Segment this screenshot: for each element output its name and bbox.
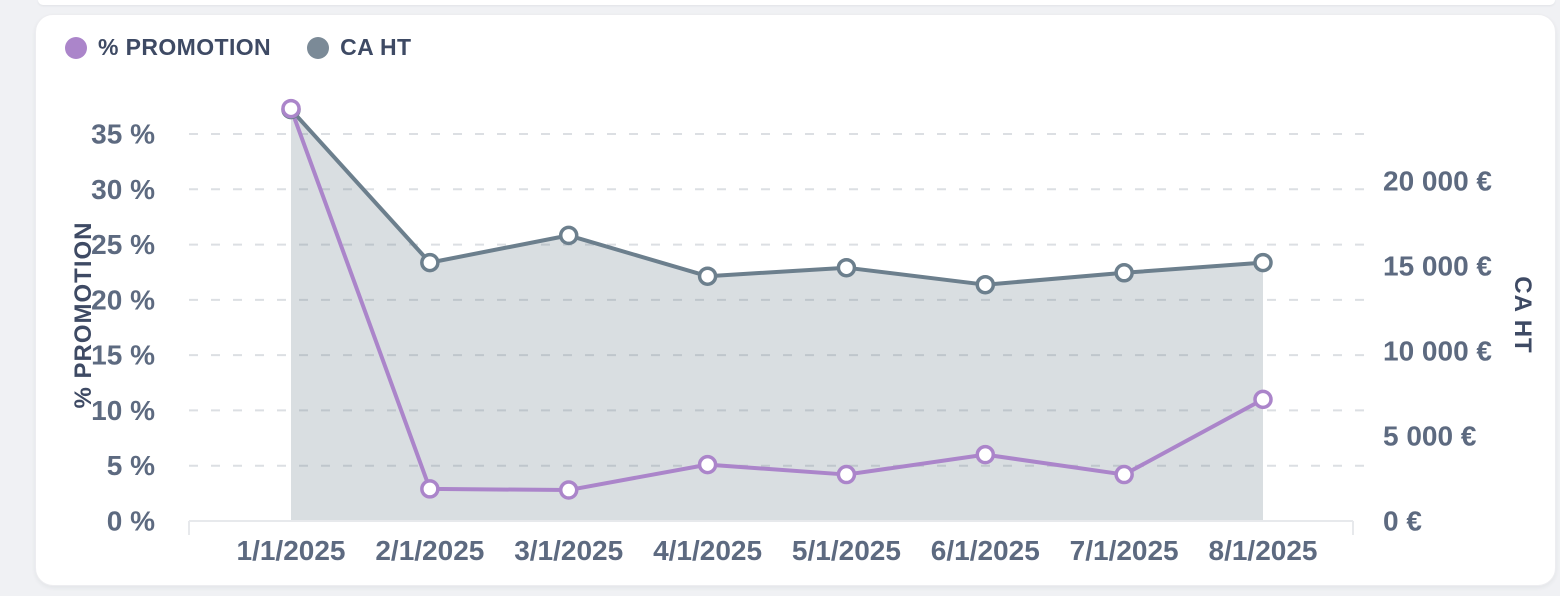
left-axis-title: % PROMOTION	[70, 221, 97, 408]
x-axis-label: 5/1/2025	[792, 535, 901, 566]
legend-label-ca-ht: CA HT	[340, 34, 412, 60]
left-axis-tick-label: 10 %	[91, 395, 155, 426]
data-point-ca-ht-2/1/2025[interactable]	[420, 252, 440, 273]
data-point-ca-ht-5/1/2025[interactable]	[836, 257, 857, 278]
x-axis-label: 7/1/2025	[1070, 535, 1179, 566]
chart-card: % PROMOTION CA HT 0 % 5 % 10 % 15 % 20 % 25 %…	[35, 14, 1556, 586]
data-point-ca-ht-6/1/2025[interactable]	[975, 274, 996, 295]
x-axis-label: 4/1/2025	[653, 535, 762, 566]
x-axis-label: 1/1/2025	[237, 535, 346, 566]
legend-label-promotion: % PROMOTION	[98, 34, 272, 60]
legend-item-ca-ht[interactable]: CA HT	[307, 34, 411, 61]
data-point--promotion-6/1/2025[interactable]	[975, 444, 996, 465]
x-axis-label: 6/1/2025	[931, 535, 1040, 566]
data-point-ca-ht-7/1/2025[interactable]	[1114, 263, 1134, 283]
dual-axis-line-chart: 0 % 5 % 10 % 15 % 20 % 25 % 30 % 35 % 0 € 5 000 €…	[70, 98, 1536, 566]
left-axis-tick-label: 30 %	[91, 174, 155, 205]
data-point-ca-ht-3/1/2025[interactable]	[558, 225, 579, 246]
right-axis-tick-label: 10 000 €	[1383, 336, 1492, 367]
legend-dot-promotion-icon	[65, 36, 87, 59]
data-point--promotion-3/1/2025[interactable]	[558, 480, 579, 500]
area-fill	[291, 109, 1263, 521]
series-line--promotion	[289, 106, 1265, 493]
left-axis-tick-label: 25 %	[91, 229, 155, 260]
x-axis-label: 3/1/2025	[514, 535, 623, 566]
left-axis-tick-label: 5 %	[107, 450, 155, 481]
data-point-ca-ht-4/1/2025[interactable]	[697, 266, 718, 286]
right-axis-tick-label: 15 000 €	[1383, 251, 1492, 282]
right-axis-tick-label: 20 000 €	[1383, 166, 1492, 197]
x-axis-label: 2/1/2025	[375, 535, 484, 566]
data-point--promotion-7/1/2025[interactable]	[1114, 464, 1134, 485]
left-axis-tick-label: 0 %	[107, 506, 155, 537]
data-point--promotion-4/1/2025[interactable]	[697, 454, 718, 475]
data-point--promotion-1/1/2025[interactable]	[281, 98, 301, 119]
series-line-ca-ht	[289, 107, 1265, 287]
right-axis-tick-label: 5 000 €	[1383, 421, 1477, 452]
right-axis-title: CA HT	[1509, 276, 1536, 353]
left-axis-tick-label: 35 %	[91, 119, 155, 150]
data-point-ca-ht-8/1/2025[interactable]	[1253, 252, 1273, 273]
legend-item-promotion[interactable]: % PROMOTION	[65, 34, 271, 61]
data-point--promotion-8/1/2025[interactable]	[1253, 389, 1273, 410]
top-card-edge	[38, 0, 1555, 5]
legend-dot-ca-ht-icon	[307, 36, 330, 59]
data-point--promotion-2/1/2025[interactable]	[420, 479, 440, 499]
left-axis-tick-label: 20 %	[91, 284, 155, 315]
data-point--promotion-5/1/2025[interactable]	[836, 464, 857, 485]
left-axis-tick-label: 15 %	[91, 340, 155, 371]
x-axis-label: 8/1/2025	[1209, 535, 1318, 566]
right-axis-tick-label: 0 €	[1383, 506, 1422, 537]
chart-legend: % PROMOTION CA HT	[65, 34, 412, 61]
